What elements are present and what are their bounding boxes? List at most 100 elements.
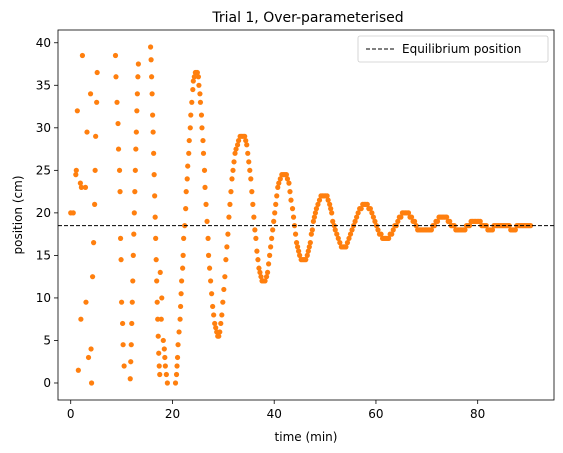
data-point bbox=[269, 235, 275, 241]
data-point bbox=[289, 206, 296, 212]
data-point bbox=[352, 218, 358, 224]
data-point bbox=[271, 218, 277, 224]
data-point bbox=[232, 150, 238, 156]
data-point bbox=[115, 146, 122, 152]
data-point bbox=[112, 52, 119, 59]
data-point bbox=[217, 329, 223, 335]
data-point bbox=[159, 295, 165, 301]
data-point bbox=[148, 57, 154, 63]
data-point bbox=[343, 244, 349, 250]
data-point bbox=[311, 214, 317, 220]
data-point bbox=[134, 91, 140, 97]
data-point bbox=[129, 299, 135, 305]
data-point bbox=[268, 244, 274, 250]
legend-label: Equilibrium position bbox=[402, 42, 521, 56]
data-point bbox=[180, 252, 186, 258]
data-point bbox=[512, 227, 518, 233]
data-point bbox=[163, 371, 169, 378]
data-point bbox=[180, 265, 186, 271]
data-point bbox=[477, 218, 483, 224]
data-point bbox=[284, 176, 291, 182]
data-point bbox=[334, 231, 340, 237]
data-point bbox=[199, 125, 205, 131]
data-point bbox=[355, 210, 361, 216]
data-point bbox=[115, 120, 121, 127]
data-point bbox=[181, 235, 187, 241]
y-tick-label: 40 bbox=[36, 36, 51, 50]
legend: Equilibrium position bbox=[357, 35, 549, 63]
data-point bbox=[88, 346, 94, 352]
data-point bbox=[120, 342, 126, 348]
data-point bbox=[174, 354, 181, 361]
data-point bbox=[131, 210, 137, 216]
data-point bbox=[224, 244, 230, 250]
data-point bbox=[197, 91, 203, 97]
data-point bbox=[156, 363, 162, 369]
data-point bbox=[275, 184, 281, 190]
data-point bbox=[195, 74, 202, 80]
data-point bbox=[349, 227, 355, 233]
data-point bbox=[153, 257, 159, 263]
data-point bbox=[344, 240, 351, 246]
data-point bbox=[79, 52, 86, 59]
data-point bbox=[218, 320, 224, 327]
data-point bbox=[257, 269, 263, 276]
data-point bbox=[210, 303, 216, 310]
data-point bbox=[234, 142, 241, 148]
data-point bbox=[305, 248, 311, 254]
data-point bbox=[248, 176, 254, 182]
data-point bbox=[225, 231, 231, 237]
data-point bbox=[203, 201, 209, 207]
data-point bbox=[244, 142, 250, 148]
data-point bbox=[251, 214, 257, 220]
data-point bbox=[226, 214, 232, 220]
data-point bbox=[395, 218, 401, 224]
data-point bbox=[157, 269, 163, 276]
data-point bbox=[335, 235, 341, 241]
data-point bbox=[164, 380, 170, 386]
data-point bbox=[273, 201, 279, 207]
chart-title: Trial 1, Over-parameterised bbox=[211, 10, 403, 26]
data-point bbox=[288, 197, 294, 203]
data-point bbox=[149, 91, 155, 97]
data-point bbox=[78, 184, 84, 190]
x-axis-label: time (min) bbox=[275, 430, 338, 444]
data-point bbox=[290, 214, 297, 220]
data-point bbox=[174, 363, 180, 369]
data-point bbox=[120, 320, 126, 327]
data-point bbox=[246, 159, 252, 165]
data-point bbox=[277, 176, 283, 182]
data-point bbox=[296, 248, 302, 254]
data-point bbox=[247, 167, 253, 173]
y-axis-label: position (cm) bbox=[11, 176, 25, 255]
data-point bbox=[325, 197, 331, 203]
data-point bbox=[132, 167, 138, 173]
data-point bbox=[117, 235, 124, 241]
data-point bbox=[216, 333, 222, 339]
legend-box bbox=[357, 35, 549, 63]
data-point bbox=[151, 150, 157, 156]
data-point bbox=[262, 278, 268, 284]
x-tick-label: 0 bbox=[67, 407, 75, 421]
data-point bbox=[221, 286, 227, 293]
x-axis-ticks: 0 20 40 60 80 bbox=[67, 400, 485, 421]
data-point bbox=[117, 189, 123, 195]
data-point bbox=[75, 367, 81, 373]
data-point bbox=[209, 291, 215, 297]
data-point bbox=[93, 133, 99, 139]
data-point bbox=[258, 274, 264, 280]
data-point bbox=[186, 137, 192, 144]
data-point bbox=[358, 206, 364, 212]
data-point bbox=[222, 274, 228, 280]
data-point bbox=[227, 201, 233, 207]
data-point bbox=[228, 189, 234, 195]
data-point bbox=[398, 214, 404, 220]
x-tick-label: 40 bbox=[267, 407, 282, 421]
data-point bbox=[82, 184, 89, 190]
data-point bbox=[118, 299, 125, 305]
data-point bbox=[208, 278, 214, 284]
data-point bbox=[74, 108, 80, 114]
data-point bbox=[253, 235, 259, 241]
data-point bbox=[324, 193, 330, 199]
data-point bbox=[304, 252, 310, 258]
